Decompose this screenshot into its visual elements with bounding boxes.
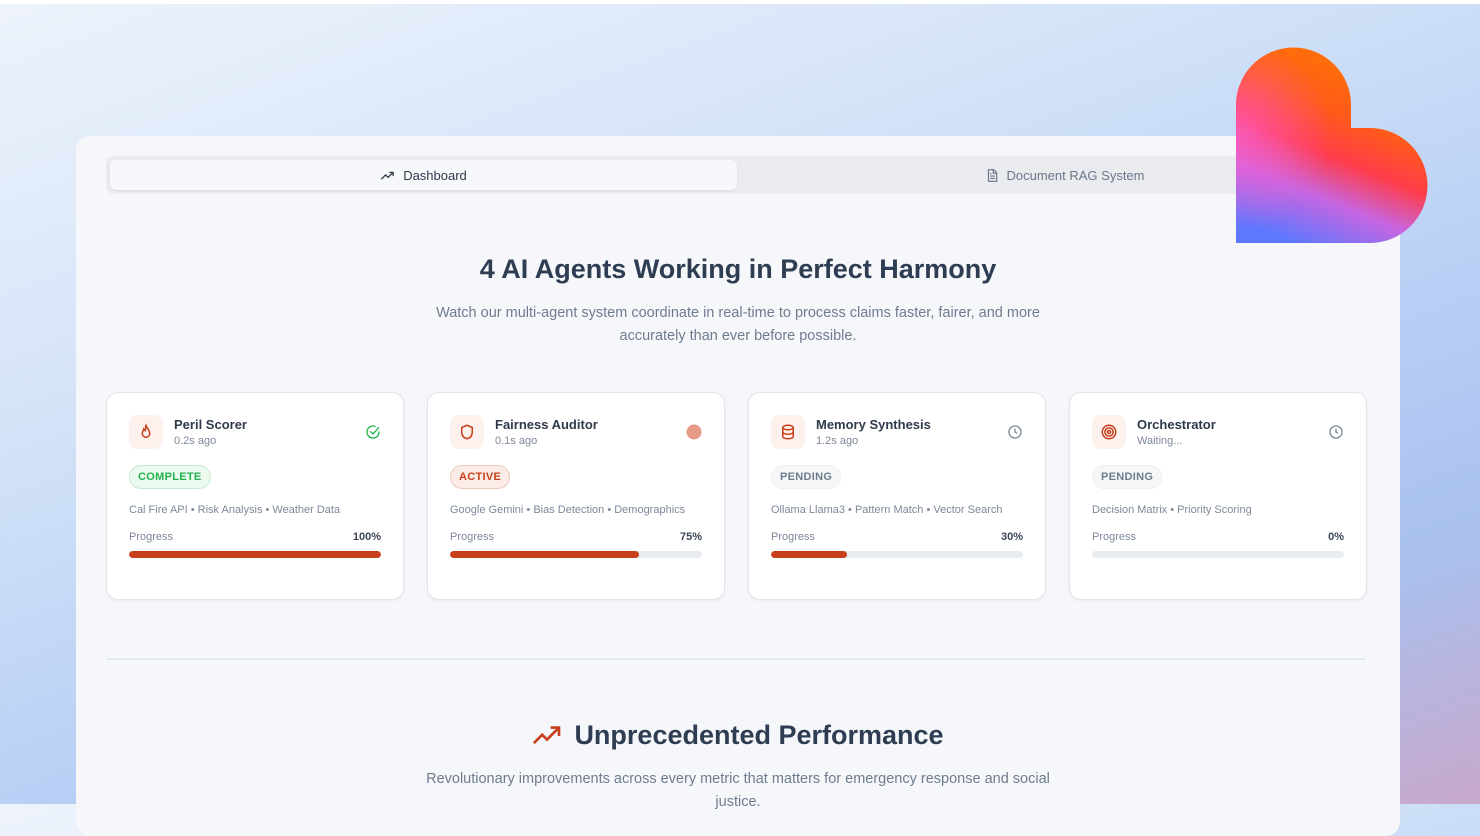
progress-label: Progress — [129, 531, 174, 543]
progress-bar — [771, 551, 1023, 558]
main-panel: Dashboard Document RAG System 4 AI Agent… — [76, 136, 1400, 836]
agent-time: 1.2s ago — [816, 435, 859, 447]
status-badge: ACTIVE — [450, 465, 511, 489]
progress-label: Progress — [450, 531, 495, 543]
database-icon — [771, 415, 805, 449]
tab-bar: Dashboard Document RAG System — [106, 156, 1396, 194]
section-divider — [106, 658, 1366, 660]
active-dot-icon — [686, 424, 702, 440]
trending-up-icon — [380, 171, 394, 180]
tab-label: Document RAG System — [1006, 167, 1145, 183]
tab-dashboard[interactable]: Dashboard — [110, 160, 737, 190]
top-strip — [0, 0, 1480, 4]
progress-bar — [129, 551, 381, 558]
progress-value: 30% — [1000, 531, 1023, 543]
tab-document-rag[interactable]: Document RAG System — [737, 160, 1392, 190]
agent-card: Memory Synthesis 1.2s ago PENDING Ollama… — [748, 392, 1046, 600]
performance-subtitle: Revolutionary improvements across every … — [426, 771, 1050, 810]
agent-name: Memory Synthesis — [816, 417, 931, 432]
clock-icon — [1328, 424, 1344, 440]
target-icon — [1092, 415, 1126, 449]
agent-name: Fairness Auditor — [495, 417, 598, 432]
agent-name: Peril Scorer — [174, 417, 247, 432]
progress-value: 100% — [352, 531, 381, 543]
status-badge: PENDING — [771, 465, 842, 489]
agent-time: Waiting... — [1137, 435, 1183, 447]
hero-title: 4 AI Agents Working in Perfect Harmony — [479, 254, 997, 284]
trending-up-icon — [533, 725, 561, 744]
progress-value: 75% — [679, 531, 702, 543]
progress-label: Progress — [1092, 531, 1137, 543]
tab-label: Dashboard — [403, 167, 467, 183]
progress-bar — [1092, 551, 1344, 558]
flame-icon — [129, 415, 163, 449]
document-icon — [987, 168, 997, 182]
agent-card: Fairness Auditor 0.1s ago ACTIVE Google … — [427, 392, 725, 600]
agent-tags: Cal Fire API • Risk Analysis • Weather D… — [129, 504, 341, 516]
shield-icon — [450, 415, 484, 449]
agent-time: 0.1s ago — [495, 435, 538, 447]
agent-tags: Decision Matrix • Priority Scoring — [1092, 504, 1252, 516]
hero-subtitle: Watch our multi-agent system coordinate … — [436, 305, 1040, 344]
progress-fill — [450, 551, 639, 558]
progress-label: Progress — [771, 531, 816, 543]
progress-fill — [771, 551, 847, 558]
agent-card: Peril Scorer 0.2s ago COMPLETE Cal Fire … — [106, 392, 404, 600]
status-badge: PENDING — [1092, 465, 1163, 489]
progress-bar — [450, 551, 702, 558]
agent-tags: Google Gemini • Bias Detection • Demogra… — [450, 504, 686, 516]
agent-tags: Ollama Llama3 • Pattern Match • Vector S… — [771, 504, 1003, 516]
performance-title: Unprecedented Performance — [574, 720, 944, 750]
status-badge: COMPLETE — [129, 465, 211, 489]
progress-fill — [129, 551, 381, 558]
check-circle-icon — [365, 424, 381, 440]
agent-card: Orchestrator Waiting... PENDING Decision… — [1069, 392, 1367, 600]
clock-icon — [1007, 424, 1023, 440]
progress-value: 0% — [1328, 531, 1344, 543]
agent-name: Orchestrator — [1137, 417, 1216, 432]
performance-heading: Unprecedented Performance — [76, 720, 1400, 751]
agent-time: 0.2s ago — [174, 435, 217, 447]
